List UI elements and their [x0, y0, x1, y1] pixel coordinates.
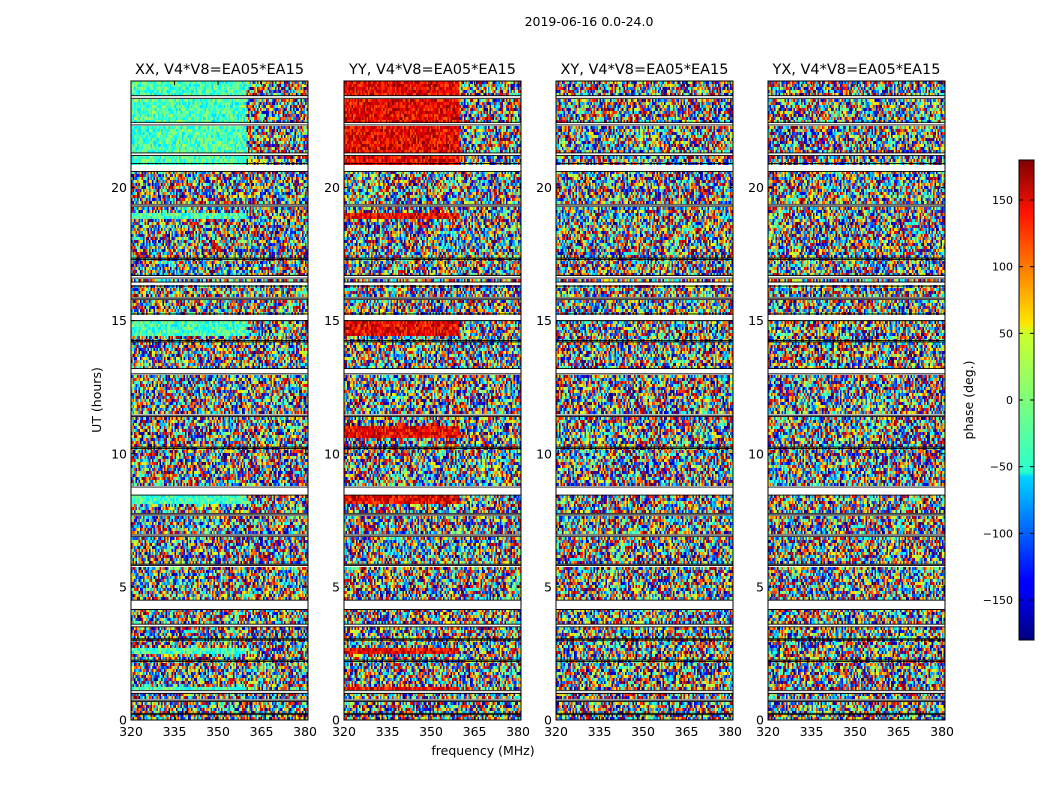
x-tick-label: 380 [506, 724, 530, 739]
colorbar-tick-label: −50 [990, 461, 1013, 474]
x-tick-label: 380 [930, 724, 954, 739]
x-tick-label: 365 [675, 724, 699, 739]
phase-heatmap-yx [768, 81, 945, 720]
x-tick-label: 320 [544, 724, 568, 739]
colorbar-tick-label: −150 [983, 594, 1013, 607]
y-tick-label: 15 [536, 313, 552, 328]
figure-title: 2019-06-16 0.0-24.0 [525, 14, 654, 29]
colorbar-tick-label: 50 [999, 327, 1013, 340]
panel-title-xx: XX, V4*V8=EA05*EA15 [135, 62, 304, 78]
colorbar-tick-label: 150 [992, 194, 1013, 207]
panel-title-xy: XY, V4*V8=EA05*EA15 [560, 62, 728, 78]
colorbar-tick-label: −100 [983, 527, 1013, 540]
x-tick-label: 365 [887, 724, 911, 739]
y-tick-label: 20 [324, 180, 340, 195]
y-tick-label: 15 [324, 313, 340, 328]
x-tick-label: 350 [843, 724, 867, 739]
x-axis-label: frequency (MHz) [431, 743, 534, 758]
panel-title-yx: YX, V4*V8=EA05*EA15 [771, 62, 940, 78]
panels: XX, V4*V8=EA05*EA15 320 335 350 365 380 0 5 10 15… [111, 62, 954, 739]
panel-frame [555, 80, 734, 721]
panel-xy: XY, V4*V8=EA05*EA15 320 335 350 365 380 0 5 10 15… [536, 62, 742, 739]
y-tick-label: 5 [544, 579, 552, 594]
y-tick-label: 15 [748, 313, 764, 328]
panel-frame [343, 80, 522, 721]
x-tick-label: 335 [163, 724, 187, 739]
x-tick-label: 365 [250, 724, 274, 739]
y-tick-label: 0 [332, 713, 340, 728]
y-tick-label: 5 [332, 579, 340, 594]
axis-labels: frequency (MHz) UT (hours) [89, 367, 535, 758]
x-tick-label: 380 [293, 724, 317, 739]
colorbar: 150 100 50 0 −50 −100 −150 phase (deg.) [961, 159, 1035, 641]
x-tick-label: 335 [376, 724, 400, 739]
y-tick-label: 10 [748, 446, 764, 461]
panel-xx: XX, V4*V8=EA05*EA15 320 335 350 365 380 0 5 10 15… [111, 62, 317, 739]
panel-title-yy: YY, V4*V8=EA05*EA15 [348, 62, 516, 78]
y-tick-label: 20 [111, 180, 127, 195]
y-tick-label: 10 [111, 446, 127, 461]
phase-heatmap-xy [556, 81, 733, 720]
y-tick-label: 0 [119, 713, 127, 728]
y-tick-label: 20 [536, 180, 552, 195]
x-tick-label: 350 [206, 724, 230, 739]
y-tick-label: 10 [324, 446, 340, 461]
y-tick-label: 10 [536, 446, 552, 461]
y-axis-label: UT (hours) [89, 367, 104, 433]
y-tick-label: 0 [544, 713, 552, 728]
y-tick-label: 15 [111, 313, 127, 328]
panel-yx: YX, V4*V8=EA05*EA15 320 335 350 365 380 0 5 10 15… [748, 62, 954, 739]
panel-frame [130, 80, 309, 721]
panel-frame [767, 80, 946, 721]
panel-yy: YY, V4*V8=EA05*EA15 320 335 350 365 380 0 5 10 15… [324, 62, 530, 739]
phase-heatmap-xx [131, 81, 308, 720]
x-tick-label: 320 [119, 724, 143, 739]
y-tick-label: 20 [748, 180, 764, 195]
colorbar-tick-label: 100 [992, 261, 1013, 274]
colorbar-tick-label: 0 [1006, 394, 1013, 407]
y-tick-label: 5 [119, 579, 127, 594]
y-tick-label: 0 [756, 713, 764, 728]
x-tick-label: 335 [588, 724, 612, 739]
x-tick-label: 350 [631, 724, 655, 739]
x-tick-label: 320 [756, 724, 780, 739]
x-tick-label: 320 [332, 724, 356, 739]
colorbar-label: phase (deg.) [961, 361, 976, 440]
y-tick-label: 5 [756, 579, 764, 594]
x-tick-label: 335 [800, 724, 824, 739]
phase-heatmap-yy [344, 81, 521, 720]
x-tick-label: 365 [463, 724, 487, 739]
x-tick-label: 350 [419, 724, 443, 739]
x-tick-label: 380 [718, 724, 742, 739]
